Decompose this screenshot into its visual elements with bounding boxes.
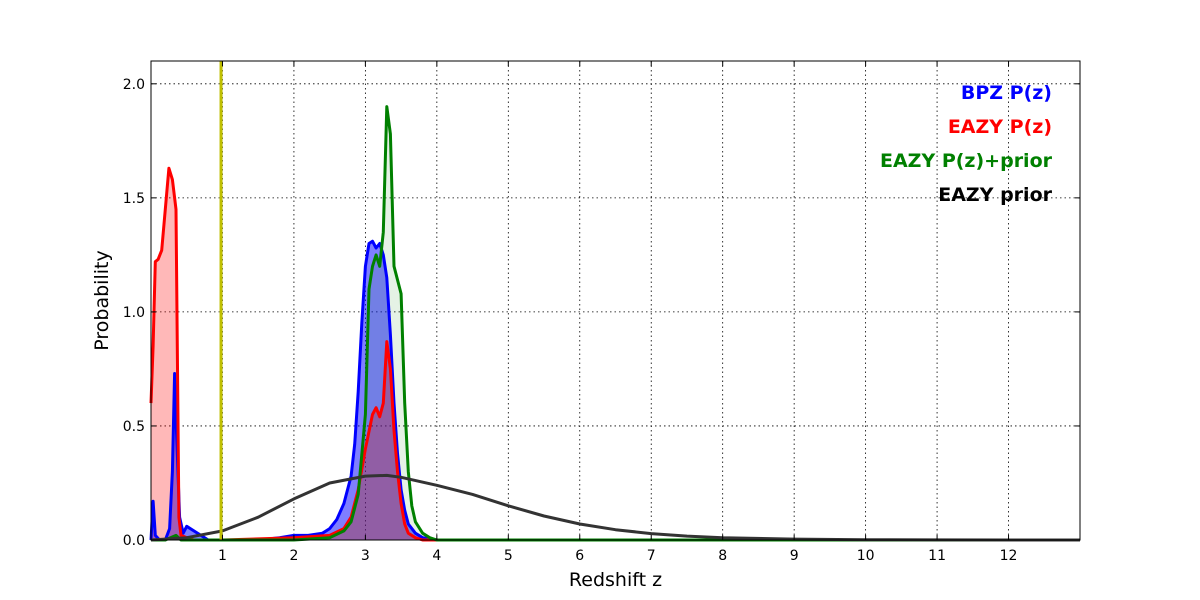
y-tick-label: 1.0 <box>123 305 145 321</box>
x-axis-label: Redshift z <box>569 569 662 591</box>
y-tick-label: 2.0 <box>123 77 145 93</box>
y-tick-label: 1.5 <box>123 191 145 207</box>
x-tick-label: 6 <box>575 548 584 564</box>
legend-entry-eazy-prior: EAZY prior <box>938 184 1052 206</box>
y-tick-label: 0.0 <box>123 533 145 549</box>
legend-entry-eazy-p-z-prior: EAZY P(z)+prior <box>880 150 1053 172</box>
x-tick-label: 7 <box>647 548 656 564</box>
series-lines <box>149 105 1081 542</box>
x-tick-label: 10 <box>857 548 875 564</box>
x-tick-label: 9 <box>790 548 799 564</box>
legend: BPZ P(z) EAZY P(z) EAZY P(z)+prior EAZY pri… <box>880 82 1053 206</box>
x-tick-label: 4 <box>432 548 441 564</box>
legend-entry-eazy-p-z: EAZY P(z) <box>948 116 1052 138</box>
x-tick-label: 12 <box>1000 548 1018 564</box>
y-tick-label: 0.5 <box>123 419 145 435</box>
fill-eazy-p-z <box>151 168 1080 540</box>
axis-ticks: 1 2 3 4 5 6 7 8 9 10 11 120.00.51.01.52.0 <box>123 61 1080 564</box>
x-tick-label: 3 <box>361 548 370 564</box>
series-fills <box>151 106 1080 540</box>
x-tick-label: 11 <box>928 548 946 564</box>
line-eazy-prior <box>150 473 1081 542</box>
plot-background <box>151 61 1080 540</box>
x-tick-label: 1 <box>218 548 227 564</box>
x-tick-label: 5 <box>504 548 513 564</box>
fill-eazy-p-z-prior <box>151 106 1080 540</box>
plot-frame <box>150 60 1081 541</box>
line-bpz-p-z <box>149 239 1080 542</box>
x-tick-label: 2 <box>289 548 298 564</box>
y-axis-label: Probability <box>91 250 113 350</box>
x-tick-label: 8 <box>718 548 727 564</box>
fill-bpz-p-z <box>151 241 1080 540</box>
legend-entry-bpz-p-z: BPZ P(z) <box>961 82 1052 104</box>
